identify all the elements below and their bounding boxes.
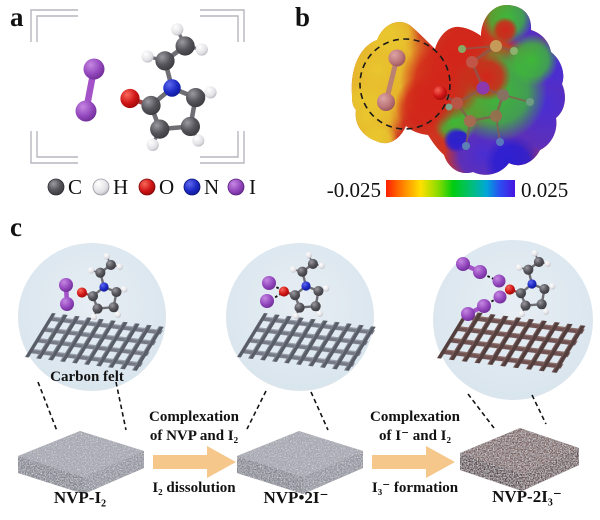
arrow-2-text-line2: of I⁻ and I₂ bbox=[379, 428, 452, 444]
step-label-2: NVP•2I⁻ bbox=[264, 488, 329, 507]
panel-b-label: b bbox=[295, 2, 310, 32]
legend-ball-oxygen bbox=[138, 178, 156, 196]
arrow-1-text-line2: of NVP and I₂ bbox=[150, 428, 239, 444]
legend-ball-carbon bbox=[47, 178, 65, 196]
panel-c: c Carbon felt bbox=[10, 212, 593, 507]
legend-label-iodine: I bbox=[249, 175, 256, 199]
arrow-1-text-bottom: I₂ dissolution bbox=[152, 480, 236, 496]
legend-label-nitrogen: N bbox=[204, 175, 219, 199]
callout-1-molecules bbox=[59, 251, 129, 322]
arrow-1-text-line1: Complexation bbox=[149, 409, 240, 425]
legend-label-hydrogen: H bbox=[113, 175, 128, 199]
reaction-arrow-1: Complexation of NVP and I₂ I₂ dissolutio… bbox=[149, 409, 240, 496]
carbon-felt-label: Carbon felt bbox=[50, 369, 124, 385]
arrow-2-text-line1: Complexation bbox=[370, 409, 461, 425]
electrode-slab-nvp-2i3 bbox=[460, 428, 579, 491]
callout-3-molecules bbox=[456, 248, 557, 321]
colorbar-gradient bbox=[386, 180, 515, 197]
reaction-arrow-2: Complexation of I⁻ and I₂ I₃⁻ formation bbox=[370, 409, 461, 496]
electrode-slab-nvp-i2 bbox=[18, 431, 144, 494]
colorbar-min-label: -0.025 bbox=[327, 178, 381, 202]
dashed-highlight-circle bbox=[359, 38, 451, 130]
legend-label-oxygen: O bbox=[159, 175, 174, 199]
callout-connectors bbox=[37, 381, 547, 432]
step-label-1: NVP-I₂ bbox=[54, 488, 106, 507]
legend-label-carbon: C bbox=[68, 175, 82, 199]
arrow-2-text-bottom: I₃⁻ formation bbox=[372, 480, 459, 496]
esp-surface bbox=[351, 4, 565, 175]
nvp-molecule bbox=[120, 23, 216, 151]
panel-c-label: c bbox=[10, 212, 22, 242]
atom-legend: C H O N I bbox=[47, 175, 256, 199]
callout-2-molecules bbox=[260, 250, 331, 321]
legend-ball-hydrogen bbox=[92, 178, 110, 196]
colorbar-max-label: 0.025 bbox=[521, 178, 568, 202]
legend-ball-iodine bbox=[227, 178, 245, 196]
i2-molecule bbox=[75, 58, 105, 122]
step-label-3: NVP-2I₃⁻ bbox=[492, 487, 562, 506]
esp-embedded-molecule bbox=[377, 40, 534, 150]
electrode-slab-nvp-2i bbox=[237, 431, 363, 494]
legend-ball-nitrogen bbox=[183, 178, 201, 196]
bracket-frame bbox=[30, 9, 245, 164]
panel-a: a C H O N I bbox=[10, 2, 256, 199]
esp-colorbar: -0.025 0.025 bbox=[327, 178, 569, 202]
panel-a-label: a bbox=[10, 2, 24, 32]
callout-circle-2 bbox=[226, 243, 374, 391]
panel-b: b bbox=[295, 2, 569, 202]
